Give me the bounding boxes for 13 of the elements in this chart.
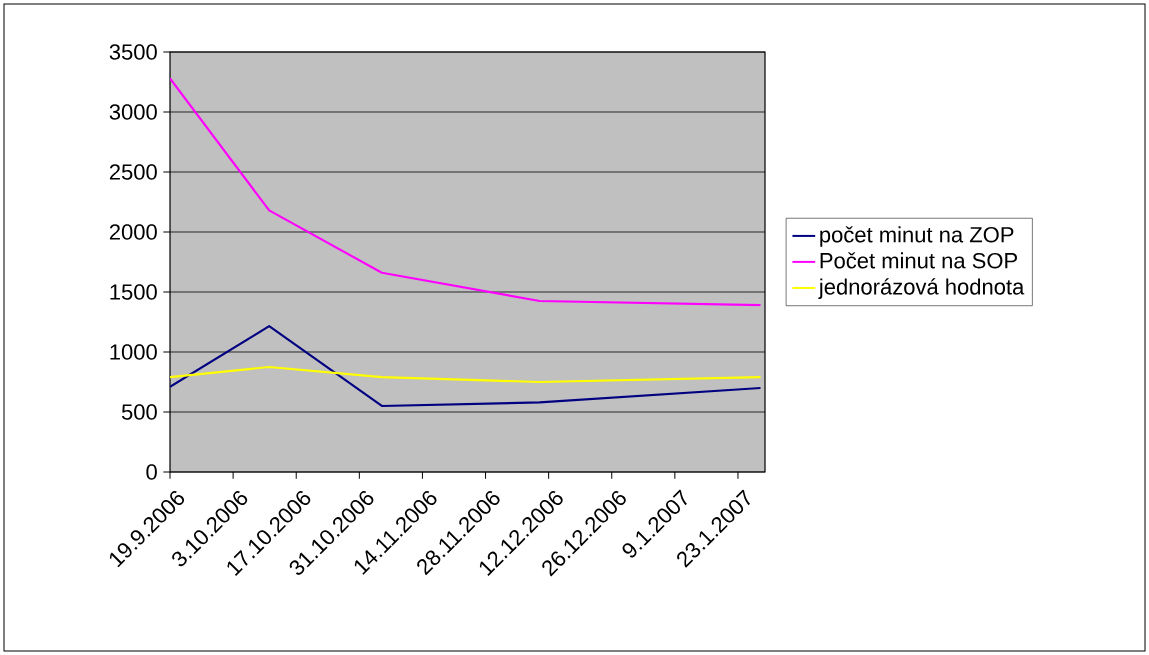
y-tick-label: 3500 [109, 44, 157, 60]
y-tick-label: 1000 [110, 344, 157, 360]
y-tick-label: 1500 [110, 284, 157, 300]
y-tick-label: 0 [146, 464, 157, 480]
y-tick-label: 2000 [109, 224, 157, 240]
line-series [170, 325, 762, 408]
line-series [170, 77, 762, 307]
y-tick-label: 500 [121, 404, 157, 420]
legend-label: jednorázová hodnota [818, 278, 1025, 299]
y-tick-label: 3000 [109, 104, 157, 120]
legend-label: počet minut na ZOP [820, 226, 1014, 247]
legend-label: Počet minut na SOP [820, 252, 1017, 269]
y-tick-label: 2500 [109, 164, 157, 180]
